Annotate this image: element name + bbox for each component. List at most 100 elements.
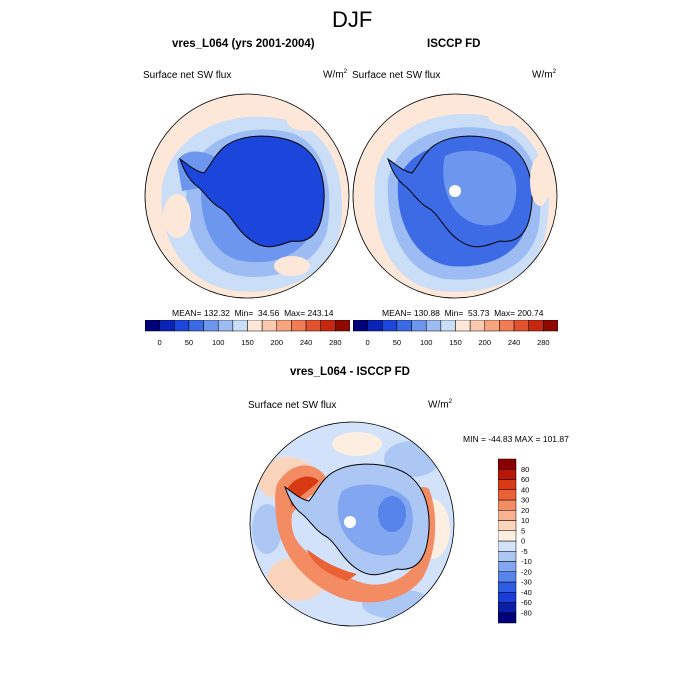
obs-min-label: Min=	[444, 308, 464, 318]
colorbar-swatch	[498, 469, 517, 480]
obs-polar-map	[352, 93, 558, 299]
colorbar-swatch	[305, 320, 321, 332]
colorbar-swatch	[159, 320, 175, 332]
colorbar-swatch	[217, 320, 234, 332]
colorbar-tick-label: -10	[521, 557, 532, 566]
model-min-value: 34.56	[258, 308, 280, 318]
colorbar-swatch	[291, 320, 307, 332]
colorbar-swatch	[335, 320, 350, 332]
colorbar-swatch	[498, 520, 517, 531]
diff-panel-title: vres_L064 - ISCCP FD	[290, 366, 410, 378]
colorbar-tick-label: 5	[521, 526, 525, 535]
colorbar-swatch	[425, 320, 442, 332]
model-mean-value: 132.32	[203, 308, 230, 318]
colorbar-tick-label: 150	[241, 338, 254, 347]
model-min-label: Min=	[234, 308, 254, 318]
obs-mean-value: 130.88	[413, 308, 440, 318]
colorbar-tick-label: -60	[521, 598, 532, 607]
model-variable-label: Surface net SW flux	[143, 70, 232, 81]
colorbar-tick-label: 240	[508, 338, 521, 347]
diff-units-label: W/m2	[428, 398, 453, 411]
colorbar-swatch	[498, 612, 517, 624]
figure-title: DJF	[332, 7, 373, 32]
colorbar-swatch	[320, 320, 336, 332]
colorbar-swatch	[440, 320, 456, 332]
colorbar-swatch	[498, 551, 517, 562]
diff-variable-label: Surface net SW flux	[248, 400, 337, 411]
colorbar-tick-label: 240	[300, 338, 313, 347]
model-polar-map	[144, 93, 350, 299]
obs-stats: MEAN= 130.88 Min= 53.73 Max= 200.74	[382, 308, 543, 318]
colorbar-tick-label: -20	[521, 567, 532, 576]
colorbar-swatch	[261, 320, 278, 332]
colorbar-tick-label: 60	[521, 475, 529, 484]
colorbar-swatch	[188, 320, 204, 332]
colorbar-tick-label: 20	[521, 506, 529, 515]
colorbar-swatch	[498, 510, 517, 521]
model-max-label: Max=	[284, 308, 306, 318]
colorbar-swatch	[232, 320, 248, 332]
colorbar-swatch	[484, 320, 500, 332]
model-colorbar: 050100150200240280320	[145, 320, 350, 347]
colorbar-tick-label: 0	[521, 537, 525, 546]
model-max-value: 243.14	[307, 308, 334, 318]
colorbar-swatch	[498, 540, 517, 552]
colorbar-swatch	[203, 320, 219, 332]
model-stats: MEAN= 132.32 Min= 34.56 Max= 243.14	[172, 308, 333, 318]
colorbar-swatch	[498, 530, 517, 542]
colorbar-tick-label: 200	[271, 338, 284, 347]
colorbar-swatch	[543, 320, 558, 332]
colorbar-swatch	[498, 479, 517, 490]
obs-min-value: 53.73	[468, 308, 490, 318]
colorbar-tick-label: -40	[521, 588, 532, 597]
colorbar-tick-label: 80	[521, 465, 529, 474]
obs-max-label: Max=	[494, 308, 516, 318]
colorbar-swatch	[174, 320, 190, 332]
colorbar-swatch	[498, 458, 517, 470]
colorbar-swatch	[411, 320, 427, 332]
colorbar-swatch	[353, 320, 368, 332]
colorbar-swatch	[498, 602, 517, 613]
obs-units-label: W/m2	[532, 68, 557, 81]
colorbar-swatch	[396, 320, 412, 332]
colorbar-tick-label: 150	[449, 338, 462, 347]
colorbar-swatch	[499, 320, 515, 332]
colorbar-tick-label: 280	[537, 338, 550, 347]
colorbar-swatch	[382, 320, 398, 332]
colorbar-swatch	[498, 571, 517, 583]
colorbar-swatch	[513, 320, 529, 332]
colorbar-tick-label: 100	[420, 338, 433, 347]
colorbar-swatch	[469, 320, 486, 332]
obs-colorbar: 050100150200240280320	[353, 320, 558, 347]
obs-variable-label: Surface net SW flux	[352, 70, 441, 81]
obs-max-value: 200.74	[517, 308, 544, 318]
colorbar-swatch	[498, 581, 517, 593]
colorbar-swatch	[498, 592, 517, 603]
colorbar-swatch	[145, 320, 160, 332]
colorbar-tick-label: 280	[329, 338, 342, 347]
colorbar-tick-label: -5	[521, 547, 528, 556]
colorbar-tick-label: -30	[521, 578, 532, 587]
colorbar-swatch	[528, 320, 544, 332]
colorbar-tick-label: 30	[521, 496, 529, 505]
colorbar-tick-label: 50	[185, 338, 193, 347]
colorbar-swatch	[276, 320, 292, 332]
obs-mean-label: MEAN=	[382, 308, 412, 318]
colorbar-swatch	[498, 489, 517, 501]
colorbar-tick-label: 0	[366, 338, 370, 347]
colorbar-tick-label: 10	[521, 516, 529, 525]
diff-polar-map	[249, 421, 455, 627]
colorbar-swatch	[455, 320, 471, 332]
model-units-label: W/m2	[323, 68, 348, 81]
colorbar-swatch	[367, 320, 383, 332]
obs-panel-title: ISCCP FD	[427, 38, 481, 50]
colorbar-tick-label: 40	[521, 485, 529, 494]
colorbar-tick-label: -80	[521, 608, 532, 617]
colorbar-swatch	[498, 561, 517, 572]
colorbar-tick-label: 0	[158, 338, 162, 347]
model-mean-label: MEAN=	[172, 308, 202, 318]
colorbar-swatch	[498, 499, 517, 511]
colorbar-tick-label: 50	[393, 338, 401, 347]
